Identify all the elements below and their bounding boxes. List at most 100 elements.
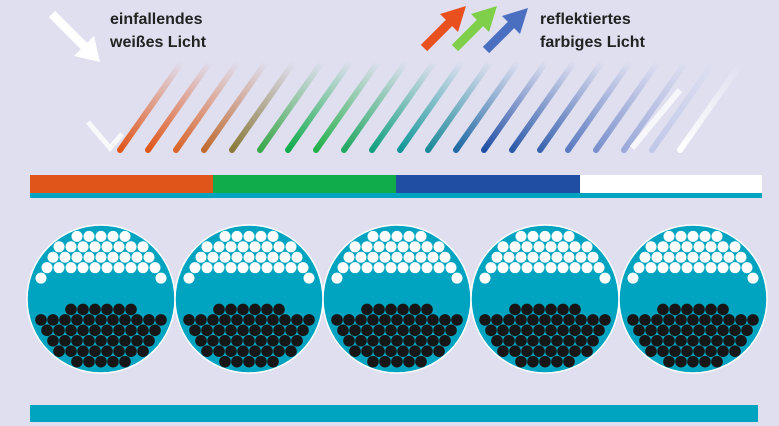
white-particle	[492, 252, 503, 263]
incident-label: weißes Licht	[109, 34, 207, 51]
black-particle	[397, 325, 409, 337]
black-particle	[509, 304, 521, 316]
black-particle	[421, 345, 433, 357]
black-particle	[385, 304, 397, 316]
white-particle	[144, 252, 155, 263]
white-particle	[434, 262, 445, 273]
white-particle	[498, 241, 509, 252]
white-particle	[232, 252, 243, 263]
white-particle	[410, 262, 421, 273]
white-particle	[422, 241, 433, 252]
white-particle	[386, 241, 397, 252]
white-particle	[706, 241, 717, 252]
capsule	[175, 225, 323, 373]
black-particle	[723, 335, 735, 347]
white-particle	[652, 252, 663, 263]
white-particle	[262, 262, 273, 273]
white-particle	[184, 273, 195, 284]
black-particle	[71, 314, 83, 326]
black-particle	[681, 304, 693, 316]
black-particle	[373, 325, 385, 337]
white-particle	[356, 252, 367, 263]
black-particle	[705, 304, 717, 316]
white-particle	[582, 241, 593, 252]
white-particle	[516, 231, 527, 242]
white-particle	[48, 252, 59, 263]
white-particle	[214, 241, 225, 252]
black-particle	[563, 314, 575, 326]
black-particle	[385, 345, 397, 357]
black-particle	[735, 314, 747, 326]
black-particle	[593, 325, 605, 337]
black-particle	[569, 345, 581, 357]
white-particle	[398, 262, 409, 273]
white-particle	[576, 252, 587, 263]
black-particle	[533, 304, 545, 316]
black-particle	[249, 304, 261, 316]
black-particle	[403, 314, 415, 326]
white-particle	[256, 231, 267, 242]
black-particle	[379, 314, 391, 326]
black-particle	[645, 345, 657, 357]
white-particle	[54, 262, 65, 273]
black-particle	[47, 314, 59, 326]
black-particle	[47, 335, 59, 347]
black-particle	[669, 345, 681, 357]
black-particle	[717, 325, 729, 337]
black-particle	[355, 335, 367, 347]
white-particle	[304, 273, 315, 284]
white-particle	[190, 262, 201, 273]
black-particle	[83, 335, 95, 347]
black-particle	[101, 345, 113, 357]
black-particle	[451, 314, 463, 326]
white-particle	[410, 241, 421, 252]
white-particle	[208, 252, 219, 263]
white-particle	[220, 231, 231, 242]
black-particle	[575, 335, 587, 347]
white-particle	[582, 262, 593, 273]
black-particle	[373, 304, 385, 316]
black-particle	[705, 325, 717, 337]
color-filter-bar	[30, 175, 762, 198]
black-particle	[657, 345, 669, 357]
white-particle	[552, 252, 563, 263]
white-particle	[646, 241, 657, 252]
black-particle	[711, 335, 723, 347]
black-particle	[645, 325, 657, 337]
black-particle	[575, 314, 587, 326]
white-particle	[274, 262, 285, 273]
white-particle	[398, 241, 409, 252]
white-particle	[84, 231, 95, 242]
white-particle	[522, 241, 533, 252]
black-particle	[675, 356, 687, 368]
white-particle	[404, 231, 415, 242]
white-particle	[78, 241, 89, 252]
black-particle	[201, 345, 213, 357]
black-particle	[581, 345, 593, 357]
white-particle	[238, 241, 249, 252]
black-particle	[131, 335, 143, 347]
white-particle	[202, 262, 213, 273]
black-particle	[89, 345, 101, 357]
black-particle	[539, 356, 551, 368]
white-particle	[446, 262, 457, 273]
black-particle	[439, 314, 451, 326]
white-particle	[552, 231, 563, 242]
white-particle	[268, 252, 279, 263]
black-particle	[533, 345, 545, 357]
white-particle	[712, 231, 723, 242]
black-particle	[687, 356, 699, 368]
black-particle	[639, 314, 651, 326]
white-particle	[114, 241, 125, 252]
black-particle	[255, 314, 267, 326]
black-particle	[119, 314, 131, 326]
white-particle	[712, 252, 723, 263]
white-particle	[220, 252, 231, 263]
black-particle	[515, 335, 527, 347]
capsules	[27, 225, 767, 373]
white-particle	[658, 262, 669, 273]
black-particle	[101, 304, 113, 316]
black-particle	[439, 335, 451, 347]
white-particle	[84, 252, 95, 263]
white-particle	[66, 262, 77, 273]
